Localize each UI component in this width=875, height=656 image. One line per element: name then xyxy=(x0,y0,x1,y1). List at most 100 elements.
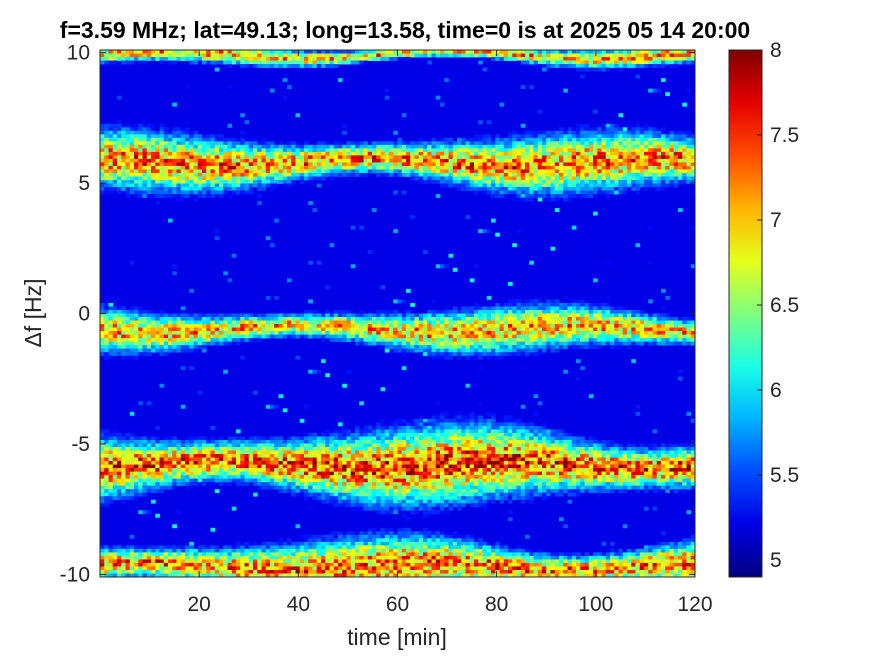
heatmap-cell xyxy=(440,141,445,146)
heatmap-cell xyxy=(223,60,228,65)
heatmap-cell xyxy=(401,545,407,550)
heatmap-cell xyxy=(346,499,352,504)
heatmap-cell xyxy=(401,548,407,553)
heatmap-cell xyxy=(202,187,207,191)
heatmap-cell xyxy=(333,148,339,153)
heatmap-cell xyxy=(223,566,228,571)
heatmap-cell xyxy=(197,60,203,65)
heatmap-cell xyxy=(210,60,216,65)
heatmap-cell xyxy=(270,141,275,146)
heatmap-cell xyxy=(163,327,169,332)
heatmap-cell xyxy=(448,137,454,142)
heatmap-cell xyxy=(376,324,381,328)
heatmap-cell xyxy=(112,306,118,311)
heatmap-cell xyxy=(444,489,449,494)
heatmap-cell xyxy=(393,422,398,427)
heatmap-cell xyxy=(185,187,190,191)
heatmap-cell xyxy=(414,447,420,451)
heatmap-cell xyxy=(333,552,339,557)
heatmap-cell xyxy=(146,327,152,332)
heatmap-cell xyxy=(406,569,411,574)
heatmap-cell xyxy=(219,338,224,342)
heatmap-cell xyxy=(202,165,207,170)
heatmap-cell xyxy=(168,155,173,160)
heatmap-cell xyxy=(363,485,369,490)
heatmap-cell xyxy=(380,331,386,335)
heatmap-cell xyxy=(304,482,309,487)
heatmap-cell xyxy=(240,338,245,342)
heatmap-cell xyxy=(265,457,271,462)
heatmap-cell xyxy=(308,454,313,458)
heatmap-cell xyxy=(117,151,122,156)
heatmap-cell xyxy=(376,457,381,462)
heatmap-cell xyxy=(189,457,194,462)
heatmap-cell xyxy=(299,457,305,462)
heatmap-cell xyxy=(185,137,190,142)
heatmap-cell xyxy=(321,172,326,177)
heatmap-cell xyxy=(418,457,424,462)
heatmap-cell xyxy=(121,432,126,437)
heatmap-cell xyxy=(401,190,407,195)
heatmap-cell xyxy=(406,439,411,444)
heatmap-cell xyxy=(270,541,275,546)
heatmap-cell xyxy=(397,464,403,469)
heatmap-cell xyxy=(261,334,267,339)
heatmap-cell xyxy=(202,334,207,339)
heatmap-cell xyxy=(418,499,424,504)
heatmap-cell xyxy=(104,464,109,469)
heatmap-cell xyxy=(112,338,118,342)
heatmap-cell xyxy=(112,155,118,160)
heatmap-cell xyxy=(376,151,381,156)
heatmap-cell xyxy=(100,352,105,357)
heatmap-cell xyxy=(325,496,330,501)
heatmap-cell xyxy=(274,218,279,223)
heatmap-cell xyxy=(265,317,271,321)
heatmap-cell xyxy=(359,148,364,153)
heatmap-cell xyxy=(325,64,330,68)
heatmap-cell xyxy=(448,450,454,455)
heatmap-cell xyxy=(121,489,126,494)
heatmap-cell xyxy=(231,148,237,153)
heatmap-cell xyxy=(363,545,369,550)
heatmap-cell xyxy=(193,450,199,455)
heatmap-cell xyxy=(155,513,160,518)
heatmap-cell xyxy=(159,482,165,487)
heatmap-cell xyxy=(227,50,233,54)
heatmap-cell xyxy=(308,482,313,487)
heatmap-cell xyxy=(206,144,211,149)
heatmap-cell xyxy=(117,169,122,174)
heatmap-cell xyxy=(240,155,245,160)
heatmap-cell xyxy=(180,317,186,321)
heatmap-cell xyxy=(223,559,228,564)
heatmap-cell xyxy=(287,327,292,332)
heatmap-cell xyxy=(342,158,347,163)
heatmap-cell xyxy=(248,559,254,564)
heatmap-cell xyxy=(287,475,292,480)
heatmap-cell xyxy=(444,457,449,462)
heatmap-cell xyxy=(236,162,241,167)
heatmap-cell xyxy=(346,492,352,497)
heatmap-cell xyxy=(223,548,228,553)
heatmap-cell xyxy=(125,475,131,480)
heatmap-cell xyxy=(210,436,216,441)
heatmap-cell xyxy=(168,320,173,325)
heatmap-cell xyxy=(236,471,241,476)
heatmap-cell xyxy=(189,288,194,293)
heatmap-cell xyxy=(214,67,220,72)
heatmap-cell xyxy=(355,475,360,480)
heatmap-cell xyxy=(350,324,356,328)
heatmap-cell xyxy=(121,50,126,54)
heatmap-cell xyxy=(193,317,199,321)
heatmap-cell xyxy=(121,324,126,328)
heatmap-cell xyxy=(401,443,407,448)
heatmap-cell xyxy=(363,429,369,434)
heatmap-cell xyxy=(197,454,203,458)
heatmap-cell xyxy=(355,548,360,553)
heatmap-cell xyxy=(329,176,335,181)
heatmap-cell xyxy=(444,443,449,448)
heatmap-cell xyxy=(121,183,126,188)
heatmap-cell xyxy=(155,179,160,184)
heatmap-cell xyxy=(316,552,322,557)
heatmap-cell xyxy=(333,464,339,469)
heatmap-cell xyxy=(444,144,449,149)
